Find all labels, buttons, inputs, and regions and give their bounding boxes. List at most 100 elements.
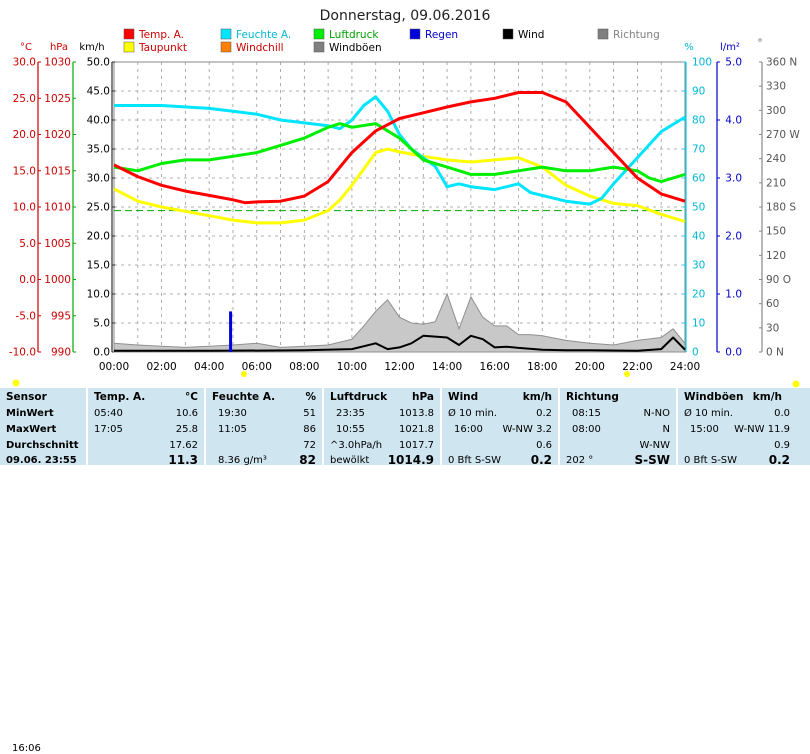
temp-tick-label: 30.0 — [13, 57, 36, 69]
legend-swatch — [409, 28, 421, 40]
temp-min-value: 10.6 — [175, 408, 198, 419]
humidity-tick-label: 30 — [692, 260, 705, 272]
col-sensor: Sensor MinWert MaxWert Durchschnitt 09.0… — [0, 388, 88, 466]
wind-tick-label: 20.0 — [87, 231, 110, 243]
humidity-absolute: 8.36 g/m³ — [218, 455, 267, 466]
axis-unit-label: °C — [20, 42, 32, 53]
row-label-avg: Durchschnitt — [6, 440, 79, 451]
x-tick-label: 14:00 — [432, 361, 462, 373]
pressure-tick-label: 995 — [51, 310, 71, 322]
rain-tick-label: 4.0 — [725, 115, 742, 127]
legend-swatch — [123, 41, 135, 53]
x-tick-label: 10:00 — [337, 361, 367, 373]
legend-swatch — [123, 28, 135, 40]
humidity-tick-label: 10 — [692, 318, 705, 330]
sunset-marker — [624, 371, 630, 377]
direction-max-time: 08:00 — [572, 424, 601, 435]
humidity-tick-label: 0 — [692, 347, 699, 359]
unit-humidity: % — [305, 391, 316, 403]
temp-current-value: 11.3 — [168, 453, 198, 467]
direction-tick-label: 240 — [766, 153, 786, 165]
axis-unit-label: ° — [758, 38, 763, 49]
unit-gusts: km/h — [752, 391, 782, 403]
direction-tick-label: 90 O — [766, 274, 791, 286]
pressure-tick-label: 1020 — [44, 129, 71, 141]
direction-tick-label: 0 N — [766, 347, 784, 359]
wind-min-value: 0.2 — [536, 408, 552, 419]
x-tick-label: 12:00 — [384, 361, 414, 373]
humidity-min-time: 19:30 — [218, 408, 247, 419]
wind-tick-label: 0.0 — [93, 347, 110, 359]
x-tick-label: 24:00 — [670, 361, 700, 373]
humidity-tick-label: 50 — [692, 202, 705, 214]
col-wind: Wind km/h Ø 10 min. 0.2 16:00 W-NW 3.2 0… — [442, 388, 560, 466]
humidity-tick-label: 20 — [692, 289, 705, 301]
x-tick-label: 16:00 — [480, 361, 510, 373]
wind-tick-label: 15.0 — [87, 260, 110, 272]
pressure-forecast: bewölkt — [330, 455, 370, 466]
header-humidity: Feuchte A. — [212, 391, 276, 403]
direction-tick-label: 30 — [766, 322, 779, 334]
legend-label: Temp. A. — [138, 29, 184, 41]
temp-tick-label: 20.0 — [13, 129, 36, 141]
sun-marker — [12, 379, 20, 387]
legend-label: Wind — [518, 29, 544, 41]
wind-tick-label: 5.0 — [93, 318, 110, 330]
unit-temp: °C — [185, 391, 198, 403]
legend-swatch — [502, 28, 514, 40]
col-direction: Richtung 08:15 N-NO 08:00 N W-NW 202 ° S… — [560, 388, 678, 467]
axis-unit-label: km/h — [79, 42, 104, 53]
rain-bar — [229, 311, 233, 352]
unit-wind: km/h — [522, 391, 552, 403]
gusts-min-value: 0.0 — [774, 408, 790, 419]
series-line-feuchte-a- — [114, 95, 686, 206]
temp-tick-label: 25.0 — [13, 93, 36, 105]
header-direction: Richtung — [566, 391, 619, 403]
axis-units: °C hPa km/h% l/m² ° — [20, 38, 762, 53]
temp-max-value: 25.8 — [175, 424, 198, 435]
rain-tick-label: 3.0 — [725, 173, 742, 185]
col-gusts: Windböen km/h Ø 10 min. 0.0 15:00 W-NW 1… — [678, 388, 810, 466]
gusts-max-time: 15:00 — [690, 424, 719, 435]
direction-tick-label: 360 N — [766, 57, 797, 69]
humidity-min-value: 51 — [303, 408, 316, 419]
legend: Temp. A. Feuchte A. Luftdruck Regen Wind Rich… — [123, 28, 660, 54]
gusts-max-value: W-NW 11.9 — [734, 424, 790, 435]
direction-min-time: 08:15 — [572, 408, 601, 419]
humidity-tick-label: 60 — [692, 173, 705, 185]
wind-tick-label: 25.0 — [87, 202, 110, 214]
direction-tick-label: 300 — [766, 105, 786, 117]
legend-swatch — [597, 28, 609, 40]
x-tick-label: 04:00 — [194, 361, 224, 373]
direction-tick-label: 180 S — [766, 202, 796, 214]
col-pressure: Luftdruck hPa 23:35 1013.8 10:55 1021.8 … — [324, 388, 442, 466]
row-label-max: MaxWert — [6, 424, 57, 435]
wind-tick-label: 45.0 — [87, 86, 110, 98]
sun-marker-right — [792, 380, 800, 388]
direction-tick-label: 150 — [766, 226, 786, 238]
sunrise-marker — [241, 371, 247, 377]
stats-table: Sensor MinWert MaxWert Durchschnitt 09.0… — [0, 388, 810, 467]
axis-unit-label: hPa — [50, 42, 68, 53]
direction-current-value: S-SW — [634, 453, 670, 467]
pressure-max-value: 1021.8 — [399, 424, 434, 435]
gusts-beaufort: 0 Bft S-SW — [684, 455, 738, 466]
time-strip: 16:06 — [0, 371, 810, 754]
direction-avg-value: W-NW — [639, 440, 670, 451]
legend-label: Regen — [425, 29, 458, 41]
humidity-max-value: 86 — [303, 424, 316, 435]
temp-max-time: 17:05 — [94, 424, 123, 435]
axes: 00:00 02:00 04:00 06:00 08:00 10:00 12:00 14:00… — [9, 57, 801, 374]
time-strip-markers — [12, 371, 800, 388]
x-tick-label: 00:00 — [99, 361, 129, 373]
humidity-avg-value: 72 — [303, 440, 316, 451]
legend-swatch — [313, 41, 325, 53]
direction-degrees: 202 ° — [566, 455, 594, 466]
series-windboeen-area — [113, 292, 686, 353]
wind-tick-label: 50.0 — [87, 57, 110, 69]
temp-tick-label: 15.0 — [13, 165, 36, 177]
header-pressure: Luftdruck — [330, 391, 388, 403]
direction-tick-label: 330 — [766, 81, 786, 93]
legend-label: Richtung — [613, 29, 660, 41]
wind-tick-label: 40.0 — [87, 115, 110, 127]
